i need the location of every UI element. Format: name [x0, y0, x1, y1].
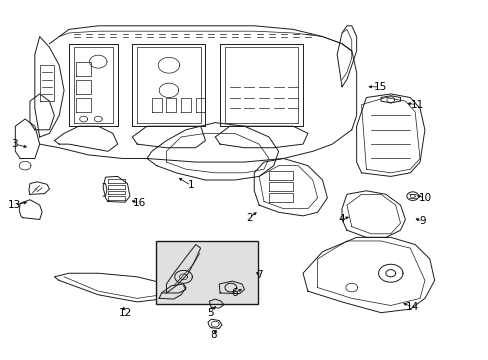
Text: 6: 6 [231, 288, 238, 298]
Text: 4: 4 [338, 215, 345, 224]
Text: 5: 5 [206, 308, 213, 318]
Text: 11: 11 [410, 100, 424, 110]
Text: 12: 12 [118, 308, 131, 318]
Text: 16: 16 [133, 198, 146, 208]
Text: 10: 10 [418, 193, 430, 203]
Text: 1: 1 [187, 180, 194, 190]
Text: 13: 13 [8, 200, 21, 210]
Text: 8: 8 [210, 330, 217, 340]
Text: 9: 9 [418, 216, 425, 226]
Text: 3: 3 [11, 139, 18, 149]
Text: 2: 2 [245, 213, 252, 222]
Text: 7: 7 [255, 270, 262, 280]
Bar [156, 241, 258, 304]
Text: 14: 14 [405, 302, 419, 312]
Text: 15: 15 [373, 82, 386, 92]
